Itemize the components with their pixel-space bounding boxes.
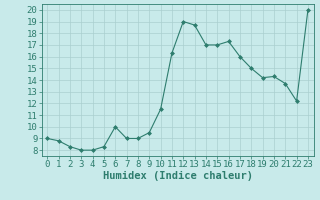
X-axis label: Humidex (Indice chaleur): Humidex (Indice chaleur) (103, 171, 252, 181)
